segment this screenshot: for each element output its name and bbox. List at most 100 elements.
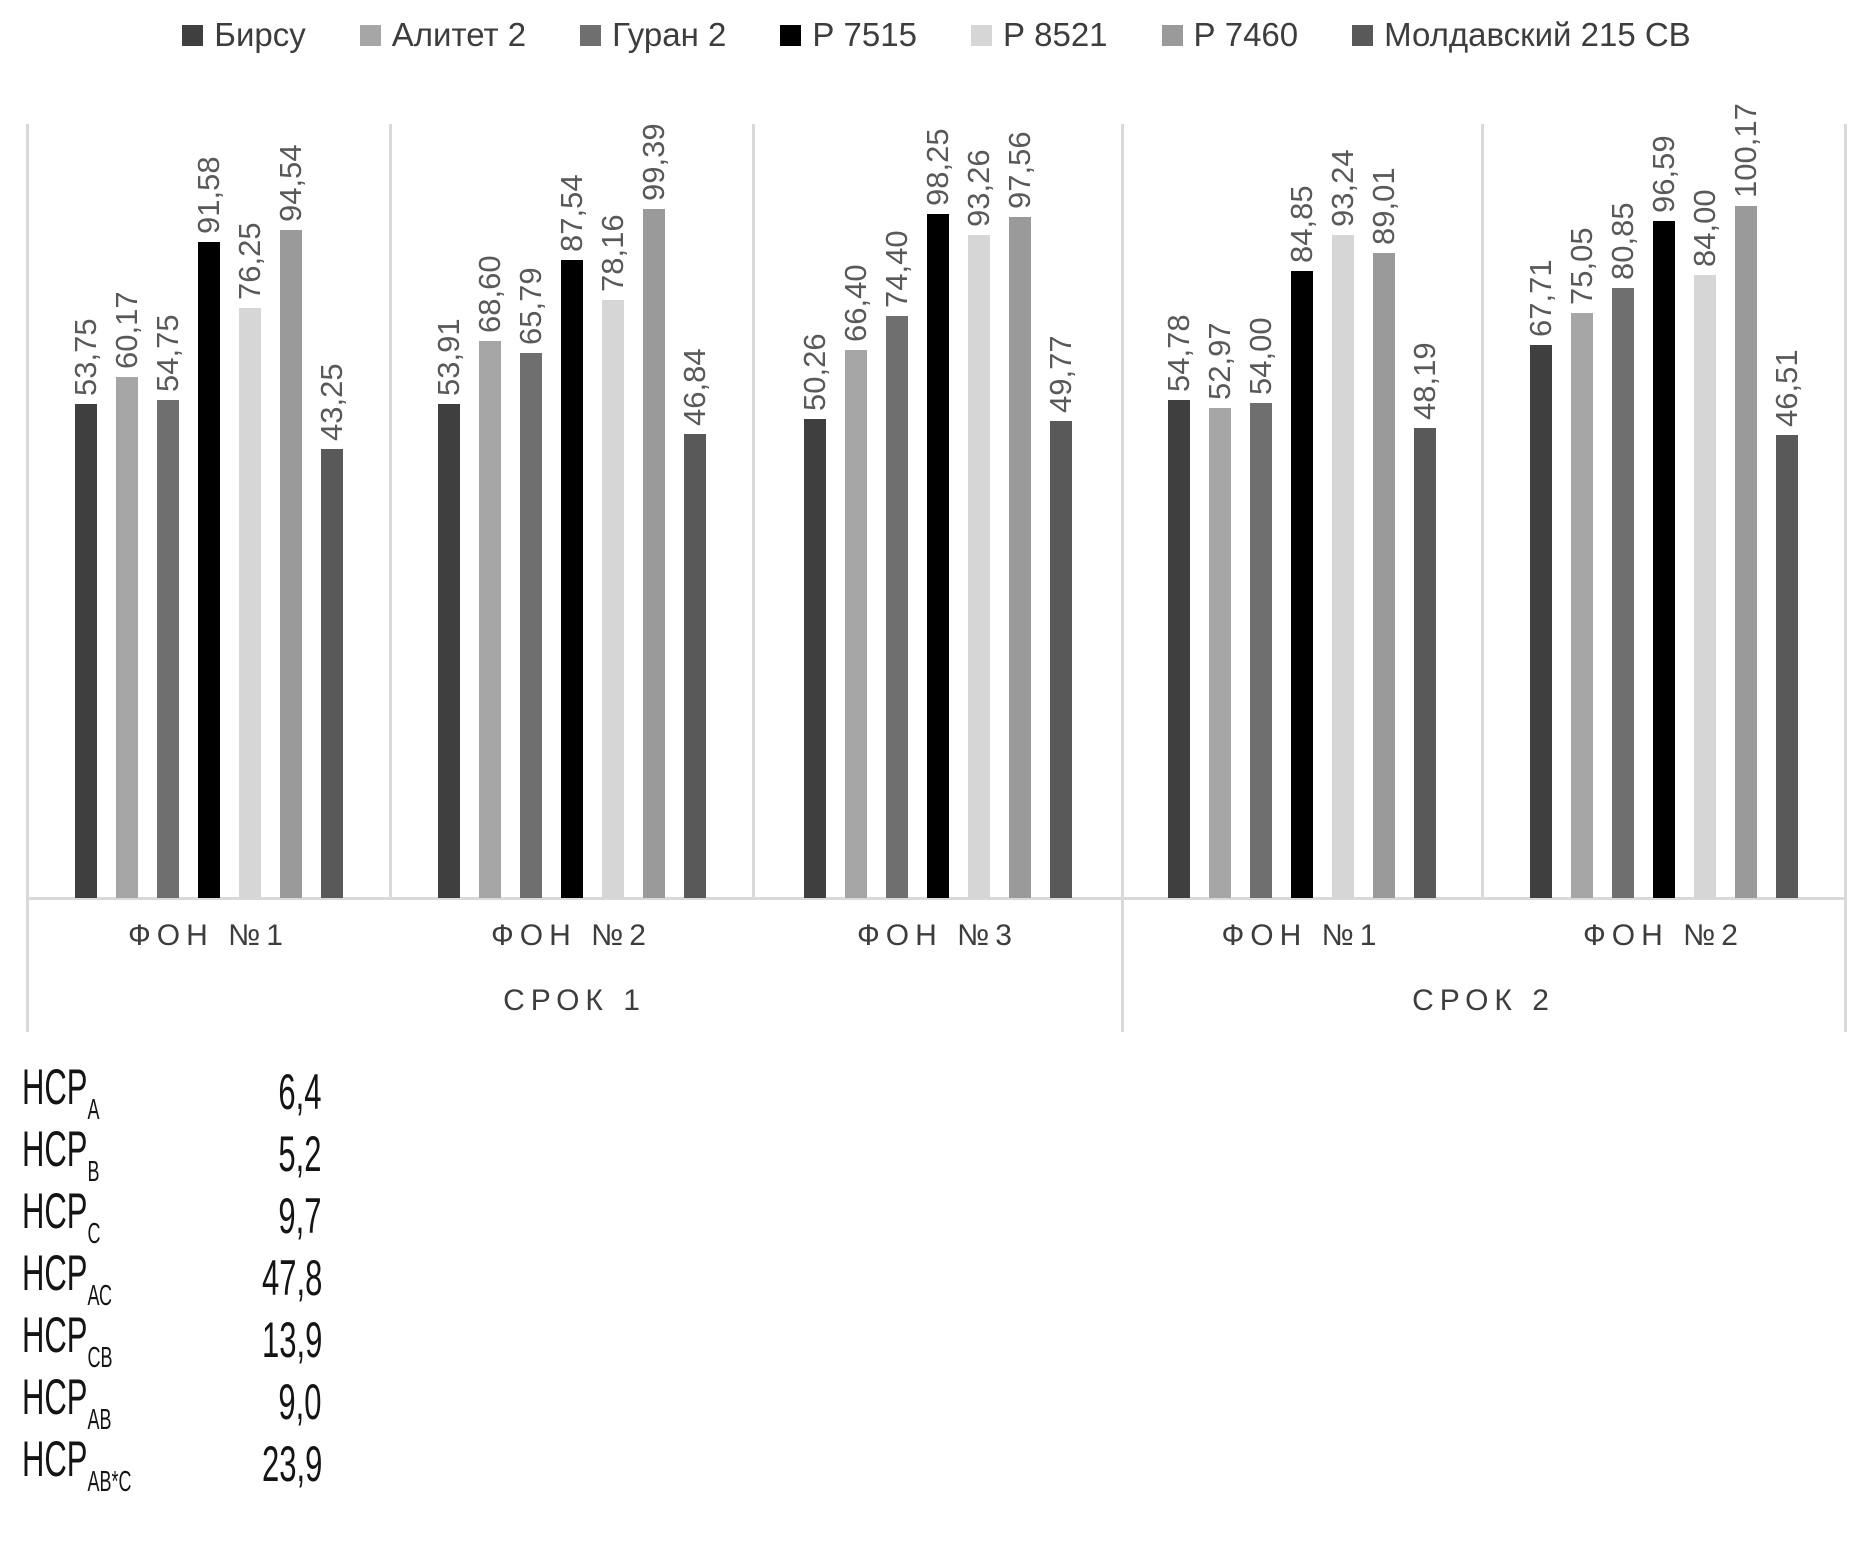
panel-divider bbox=[389, 124, 392, 898]
bar-value-label: 54,78 bbox=[1161, 314, 1196, 392]
bar-value-label: 54,75 bbox=[150, 314, 185, 392]
legend-swatch-icon bbox=[970, 24, 992, 46]
legend-item: Р 8521 bbox=[970, 16, 1108, 54]
bar-value-label: 50,26 bbox=[797, 333, 832, 411]
bar-value-label: 68,60 bbox=[472, 255, 507, 333]
legend-label: Р 7460 bbox=[1193, 16, 1299, 53]
nsr-label: НСРСВ bbox=[22, 1306, 112, 1375]
nsr-subscript: А bbox=[87, 1093, 100, 1126]
nsr-row: НСРСВ 13,9 bbox=[22, 1307, 322, 1374]
bar bbox=[561, 260, 583, 898]
nsr-row: НСРС 9,7 bbox=[22, 1183, 322, 1250]
axis-border-line bbox=[26, 124, 29, 1032]
bar-value-label: 60,17 bbox=[109, 291, 144, 369]
legend-item: Гуран 2 bbox=[580, 16, 726, 54]
bar-value-label: 84,00 bbox=[1687, 189, 1722, 267]
nsr-subscript: АС bbox=[87, 1279, 113, 1312]
bar-value-label: 75,05 bbox=[1564, 227, 1599, 305]
bar-value-label: 80,85 bbox=[1605, 202, 1640, 280]
bar-value-label: 48,19 bbox=[1407, 342, 1442, 420]
nsr-value: 23,9 bbox=[261, 1436, 322, 1492]
panel-divider bbox=[1481, 124, 1484, 898]
bar-value-label: 78,16 bbox=[595, 214, 630, 292]
nsr-row: НСРВ 5,2 bbox=[22, 1121, 322, 1188]
bar-value-label: 100,17 bbox=[1728, 103, 1763, 198]
nsr-value: 9,0 bbox=[278, 1374, 322, 1430]
legend-item: Р 7515 bbox=[780, 16, 917, 54]
legend-label: Р 8521 bbox=[1002, 16, 1108, 53]
plot-area: 53,75 60,17 54,75 91,58 76,25 94,54 43,25 ФОН №… bbox=[26, 103, 1847, 1032]
bar bbox=[157, 400, 179, 898]
nsr-value: 9,7 bbox=[278, 1188, 322, 1244]
nsr-label-text: НСР bbox=[22, 1120, 88, 1177]
nsr-subscript: АВ bbox=[87, 1403, 112, 1436]
bar bbox=[1250, 403, 1272, 898]
bar-value-label: 89,01 bbox=[1366, 167, 1401, 245]
bar-value-label: 43,25 bbox=[314, 363, 349, 441]
nsr-label: НСРАС bbox=[22, 1244, 112, 1313]
bar bbox=[1414, 428, 1436, 898]
group-label: ФОН №2 bbox=[1582, 919, 1744, 952]
nsr-label-text: НСР bbox=[22, 1306, 88, 1363]
bar bbox=[1009, 217, 1031, 898]
bar bbox=[1653, 221, 1675, 898]
group-label: ФОН №1 bbox=[1221, 919, 1383, 952]
bar-value-label: 53,75 bbox=[68, 318, 103, 396]
bar-value-label: 98,25 bbox=[920, 128, 955, 206]
bar bbox=[1291, 271, 1313, 898]
bar-value-label: 97,56 bbox=[1002, 131, 1037, 209]
nsr-label: НСРВ bbox=[22, 1120, 99, 1189]
bar-value-label: 94,54 bbox=[273, 144, 308, 222]
nsr-label: НСРАВ*С bbox=[22, 1430, 131, 1499]
bar-value-label: 87,54 bbox=[554, 174, 589, 252]
nsr-row: НСРАВ*С 23,9 bbox=[22, 1431, 322, 1498]
bar-value-label: 52,97 bbox=[1202, 322, 1237, 400]
bar-value-label: 66,40 bbox=[838, 264, 873, 342]
bar bbox=[520, 353, 542, 898]
chart-legend: Бирсу Алитет 2 Гуран 2 Р 7515 Р 8521 Р 7460 Мо… bbox=[0, 16, 1873, 54]
nsr-row: НСРАВ 9,0 bbox=[22, 1369, 322, 1436]
nsr-row: НСРАС 47,8 bbox=[22, 1245, 322, 1312]
bar bbox=[804, 419, 826, 898]
nsr-value: 5,2 bbox=[278, 1126, 322, 1182]
bar bbox=[75, 404, 97, 898]
bar bbox=[1332, 235, 1354, 898]
bar bbox=[602, 300, 624, 898]
bar bbox=[1209, 408, 1231, 898]
bar-value-label: 93,26 bbox=[961, 149, 996, 227]
bar bbox=[927, 214, 949, 898]
bar bbox=[1735, 206, 1757, 898]
legend-label: Гуран 2 bbox=[612, 16, 727, 53]
bar bbox=[438, 404, 460, 898]
nsr-label: НСРС bbox=[22, 1182, 100, 1251]
bar-value-label: 54,00 bbox=[1243, 317, 1278, 395]
bar bbox=[968, 235, 990, 898]
legend-item: Р 7460 bbox=[1161, 16, 1299, 54]
bar bbox=[116, 377, 138, 898]
bar bbox=[643, 209, 665, 898]
bar-value-label: 65,79 bbox=[513, 267, 548, 345]
nsr-value: 13,9 bbox=[261, 1312, 322, 1368]
legend-swatch-icon bbox=[1161, 24, 1183, 46]
nsr-label: НСРА bbox=[22, 1058, 99, 1127]
nsr-subscript: С bbox=[87, 1217, 101, 1250]
bar-value-label: 49,77 bbox=[1043, 335, 1078, 413]
bar bbox=[1612, 288, 1634, 898]
baseline bbox=[27, 897, 1845, 900]
bar-value-label: 46,84 bbox=[677, 348, 712, 426]
group-label: ФОН №1 bbox=[127, 919, 289, 952]
axis-border-line bbox=[1121, 124, 1124, 1032]
nsr-label-text: НСР bbox=[22, 1244, 88, 1301]
legend-label: Бирсу bbox=[214, 16, 306, 53]
bar bbox=[1571, 313, 1593, 898]
bar bbox=[1050, 421, 1072, 898]
nsr-label-text: НСР bbox=[22, 1182, 88, 1239]
legend-swatch-icon bbox=[182, 24, 204, 46]
bar bbox=[1530, 345, 1552, 898]
nsr-subscript: В bbox=[87, 1155, 100, 1188]
legend-swatch-icon bbox=[780, 24, 802, 46]
group-label: ФОН №2 bbox=[490, 919, 652, 952]
nsr-subscript: СВ bbox=[87, 1341, 113, 1374]
bar-value-label: 96,59 bbox=[1646, 135, 1681, 213]
